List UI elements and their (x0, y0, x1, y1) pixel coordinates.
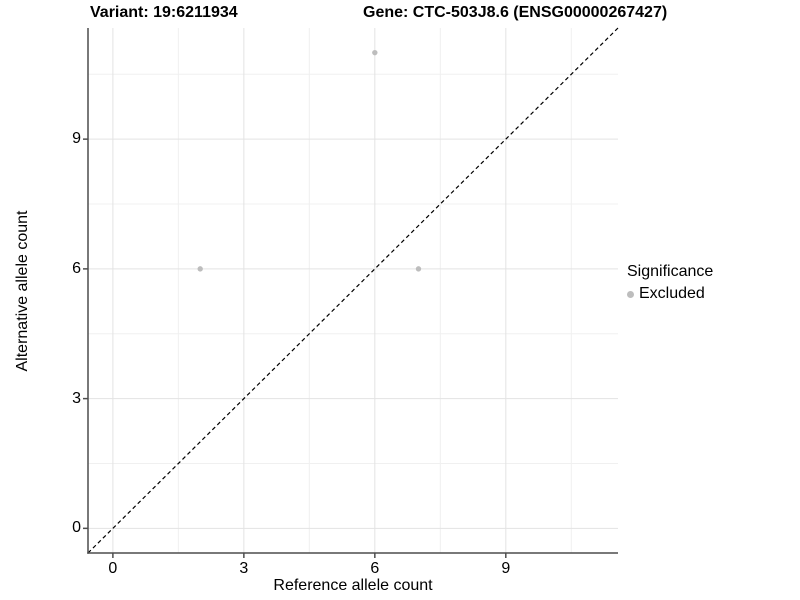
x-tick-label: 6 (370, 560, 380, 577)
x-tick-label: 0 (108, 560, 118, 577)
y-tick-label: 9 (72, 130, 81, 148)
y-tick-label: 6 (72, 259, 81, 277)
excluded-point-icon (627, 290, 634, 298)
variant-title: Variant: 19:6211934 (90, 4, 238, 21)
y-axis-title: Alternative allele count (14, 210, 31, 372)
legend-item-label: Excluded (639, 285, 705, 302)
y-tick-label: 3 (72, 389, 81, 407)
y-tick-label: 0 (72, 519, 81, 537)
identity-reference-line (87, 27, 619, 554)
data-point (415, 266, 422, 272)
data-point (197, 266, 203, 272)
x-axis-title: Reference allele count (273, 577, 433, 594)
legend-title: Significance (627, 263, 714, 280)
legend: Significance Excluded (627, 263, 713, 303)
x-tick-label: 3 (239, 560, 249, 577)
data-point (372, 49, 378, 56)
gene-title: Gene: CTC-503J8.6 (ENSG00000267427) (363, 4, 668, 21)
legend-item-excluded: Excluded (627, 285, 713, 303)
x-tick-label: 9 (501, 560, 511, 577)
